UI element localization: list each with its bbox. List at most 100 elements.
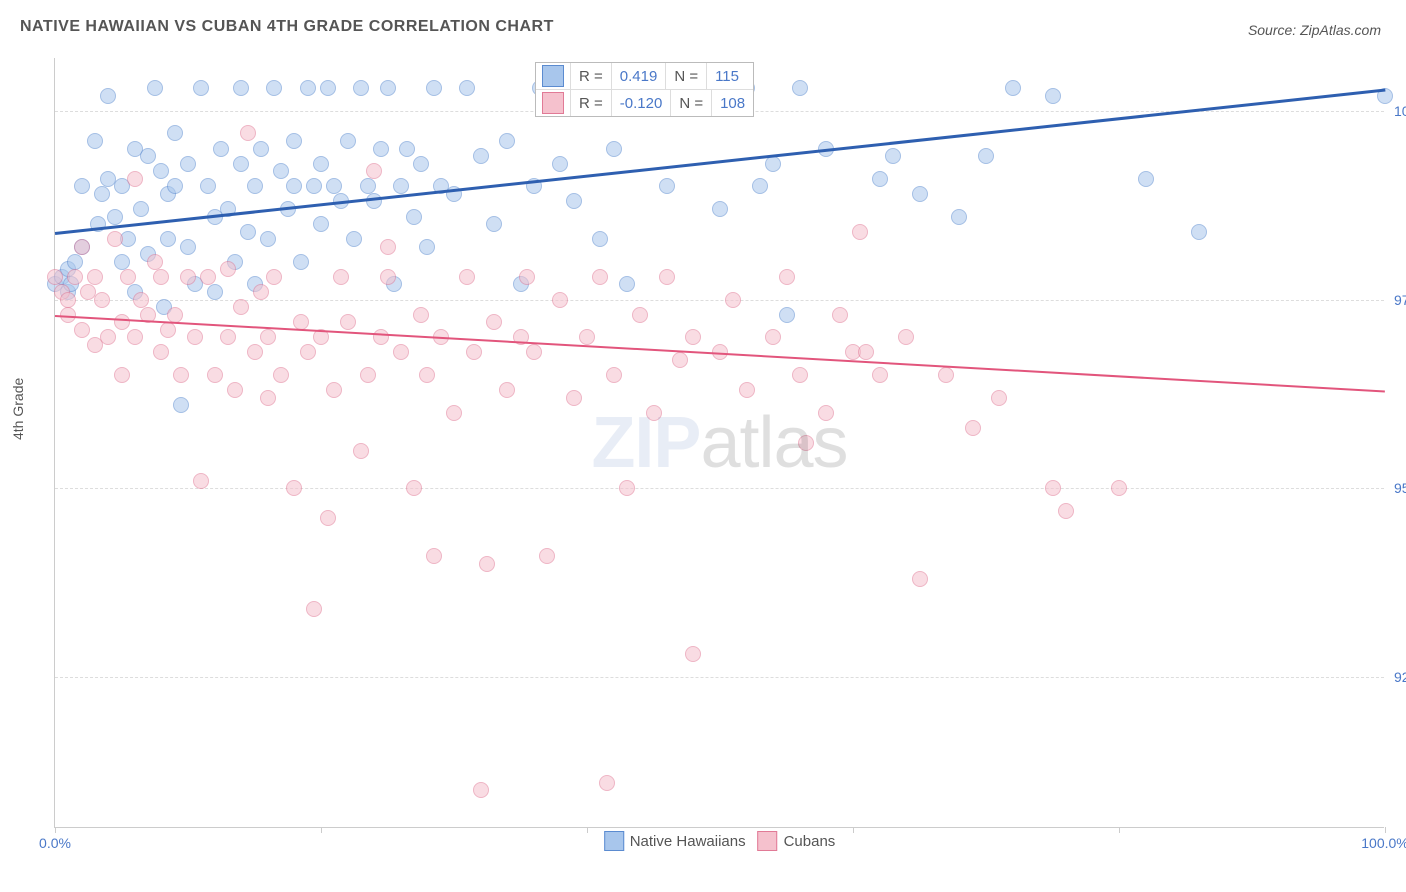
n-value: 108 bbox=[711, 90, 753, 116]
scatter-point bbox=[792, 367, 808, 383]
scatter-point bbox=[519, 269, 535, 285]
scatter-point bbox=[898, 329, 914, 345]
scatter-point bbox=[167, 125, 183, 141]
scatter-point bbox=[459, 80, 475, 96]
scatter-point bbox=[646, 405, 662, 421]
scatter-point bbox=[360, 367, 376, 383]
n-label: N = bbox=[670, 90, 711, 116]
scatter-point bbox=[566, 193, 582, 209]
scatter-point bbox=[320, 80, 336, 96]
scatter-point bbox=[1005, 80, 1021, 96]
r-value: -0.120 bbox=[611, 90, 671, 116]
scatter-point bbox=[300, 344, 316, 360]
scatter-point bbox=[991, 390, 1007, 406]
scatter-point bbox=[486, 216, 502, 232]
scatter-point bbox=[266, 269, 282, 285]
correlation-legend: R = 0.419 N = 115 R = -0.120 N = 108 bbox=[535, 62, 754, 117]
scatter-point bbox=[632, 307, 648, 323]
scatter-point bbox=[360, 178, 376, 194]
scatter-point bbox=[160, 231, 176, 247]
scatter-point bbox=[133, 292, 149, 308]
scatter-point bbox=[399, 141, 415, 157]
scatter-point bbox=[466, 344, 482, 360]
scatter-point bbox=[885, 148, 901, 164]
scatter-point bbox=[852, 224, 868, 240]
legend-row: R = -0.120 N = 108 bbox=[536, 90, 753, 116]
scatter-point bbox=[413, 307, 429, 323]
scatter-point bbox=[286, 178, 302, 194]
scatter-point bbox=[712, 201, 728, 217]
scatter-point bbox=[300, 80, 316, 96]
r-label: R = bbox=[570, 63, 611, 89]
scatter-point bbox=[253, 141, 269, 157]
scatter-point bbox=[114, 254, 130, 270]
scatter-point bbox=[426, 80, 442, 96]
scatter-point bbox=[87, 133, 103, 149]
scatter-point bbox=[353, 443, 369, 459]
scatter-point bbox=[619, 480, 635, 496]
scatter-point bbox=[938, 367, 954, 383]
scatter-point bbox=[313, 216, 329, 232]
scatter-point bbox=[247, 178, 263, 194]
scatter-point bbox=[326, 178, 342, 194]
scatter-point bbox=[685, 646, 701, 662]
scatter-point bbox=[187, 329, 203, 345]
x-tick-label: 0.0% bbox=[39, 835, 71, 851]
scatter-point bbox=[765, 329, 781, 345]
n-value: 115 bbox=[706, 63, 747, 89]
scatter-point bbox=[798, 435, 814, 451]
scatter-point bbox=[406, 480, 422, 496]
scatter-point bbox=[233, 156, 249, 172]
scatter-point bbox=[74, 178, 90, 194]
scatter-point bbox=[725, 292, 741, 308]
scatter-point bbox=[486, 314, 502, 330]
scatter-point bbox=[426, 548, 442, 564]
scatter-point bbox=[552, 156, 568, 172]
scatter-point bbox=[47, 269, 63, 285]
scatter-point bbox=[87, 269, 103, 285]
y-axis-label: 4th Grade bbox=[10, 378, 26, 440]
scatter-point bbox=[592, 231, 608, 247]
scatter-point bbox=[499, 133, 515, 149]
scatter-point bbox=[74, 322, 90, 338]
plot-area: ZIPatlas R = 0.419 N = 115 R = -0.120 N … bbox=[54, 58, 1384, 828]
scatter-point bbox=[193, 80, 209, 96]
scatter-point bbox=[473, 782, 489, 798]
r-label: R = bbox=[570, 90, 611, 116]
scatter-point bbox=[60, 292, 76, 308]
scatter-point bbox=[406, 209, 422, 225]
scatter-point bbox=[127, 171, 143, 187]
series-legend: Native Hawaiians Cubans bbox=[604, 831, 836, 851]
scatter-point bbox=[100, 88, 116, 104]
scatter-point bbox=[413, 156, 429, 172]
scatter-point bbox=[247, 344, 263, 360]
scatter-point bbox=[306, 601, 322, 617]
scatter-point bbox=[1138, 171, 1154, 187]
x-tick-mark bbox=[1385, 827, 1386, 833]
scatter-point bbox=[366, 163, 382, 179]
scatter-point bbox=[459, 269, 475, 285]
scatter-point bbox=[233, 299, 249, 315]
scatter-point bbox=[180, 239, 196, 255]
scatter-point bbox=[74, 239, 90, 255]
legend-label: Native Hawaiians bbox=[630, 833, 746, 850]
scatter-point bbox=[200, 269, 216, 285]
scatter-point bbox=[286, 480, 302, 496]
scatter-point bbox=[240, 125, 256, 141]
scatter-point bbox=[579, 329, 595, 345]
scatter-point bbox=[273, 367, 289, 383]
legend-item: Cubans bbox=[758, 831, 836, 851]
scatter-point bbox=[858, 344, 874, 360]
scatter-point bbox=[1111, 480, 1127, 496]
scatter-point bbox=[951, 209, 967, 225]
scatter-point bbox=[473, 148, 489, 164]
scatter-point bbox=[340, 133, 356, 149]
scatter-point bbox=[153, 269, 169, 285]
scatter-point bbox=[965, 420, 981, 436]
scatter-point bbox=[872, 171, 888, 187]
scatter-point bbox=[792, 80, 808, 96]
scatter-point bbox=[779, 269, 795, 285]
scatter-point bbox=[912, 186, 928, 202]
scatter-point bbox=[566, 390, 582, 406]
scatter-point bbox=[67, 269, 83, 285]
